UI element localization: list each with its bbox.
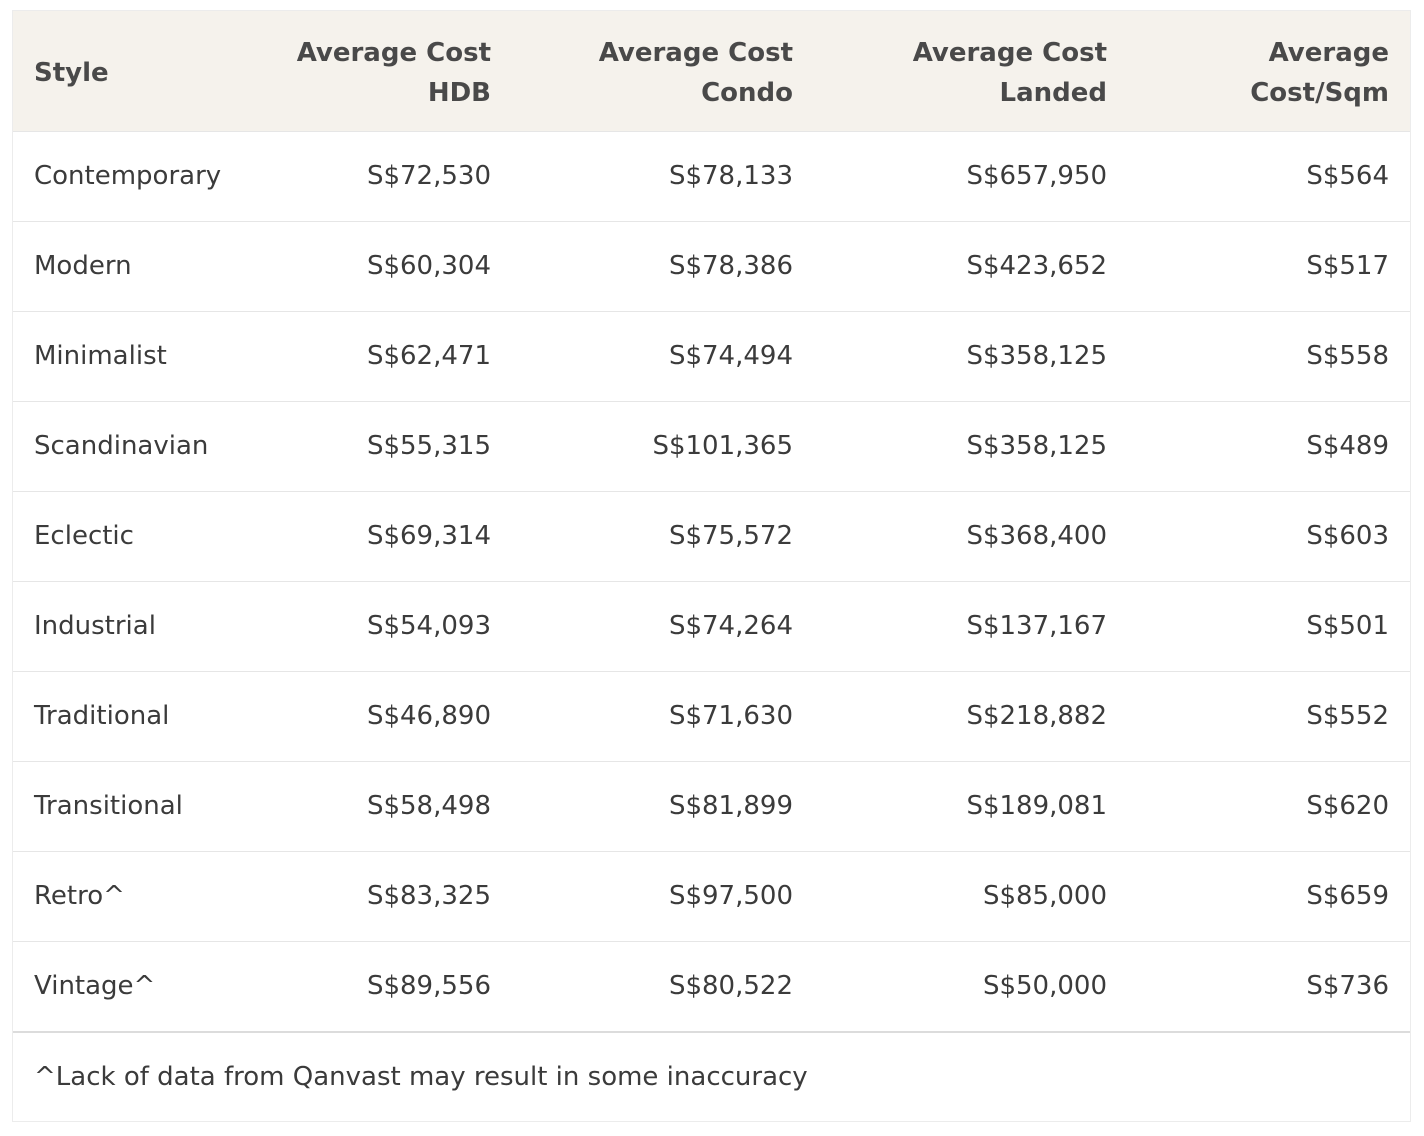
cell-condo: S$80,522: [668, 971, 793, 1001]
cell-style: Transitional: [34, 791, 183, 821]
cell-style: Eclectic: [34, 521, 134, 551]
table-header: Style Average Cost HDB Average Cost Cond…: [13, 11, 1410, 132]
cell-condo: S$97,500: [668, 881, 793, 911]
cell-condo: S$78,386: [668, 251, 793, 281]
cell-landed: S$50,000: [982, 971, 1107, 1001]
header-sqm-line1: Average: [1268, 38, 1389, 68]
cell-style: Traditional: [34, 701, 170, 731]
cell-style: Retro^: [34, 881, 125, 911]
cell-landed: S$218,882: [966, 701, 1107, 731]
cell-sqm: S$501: [1306, 611, 1389, 641]
table-row: Vintage^ S$89,556 S$80,522 S$50,000 S$736: [13, 941, 1410, 1031]
cell-condo: S$75,572: [668, 521, 793, 551]
cell-hdb: S$62,471: [366, 341, 491, 371]
cell-hdb: S$89,556: [366, 971, 491, 1001]
cost-table: Style Average Cost HDB Average Cost Cond…: [12, 10, 1411, 1122]
cell-landed: S$423,652: [966, 251, 1107, 281]
cell-hdb: S$69,314: [366, 521, 491, 551]
cell-hdb: S$55,315: [366, 431, 491, 461]
header-landed-line2: Landed: [999, 78, 1107, 108]
cell-sqm: S$517: [1306, 251, 1389, 281]
cell-landed: S$137,167: [966, 611, 1107, 641]
table-row: Retro^ S$83,325 S$97,500 S$85,000 S$659: [13, 851, 1410, 941]
cell-condo: S$71,630: [668, 701, 793, 731]
table-row: Industrial S$54,093 S$74,264 S$137,167 S$501: [13, 581, 1410, 671]
cell-style: Vintage^: [34, 971, 156, 1001]
cell-landed: S$189,081: [966, 791, 1107, 821]
cell-hdb: S$58,498: [366, 791, 491, 821]
header-hdb-line1: Average Cost: [296, 38, 491, 68]
header-condo-line2: Condo: [701, 78, 793, 108]
cell-hdb: S$46,890: [366, 701, 491, 731]
cell-sqm: S$659: [1306, 881, 1389, 911]
header-sqm-line2: Cost/Sqm: [1250, 78, 1389, 108]
cell-landed: S$368,400: [966, 521, 1107, 551]
cell-landed: S$657,950: [966, 161, 1107, 191]
cell-sqm: S$558: [1306, 341, 1389, 371]
cell-style: Modern: [34, 251, 132, 281]
cell-style: Scandinavian: [34, 431, 209, 461]
table-row: Transitional S$58,498 S$81,899 S$189,081 S$6…: [13, 761, 1410, 851]
header-condo-line1: Average Cost: [598, 38, 793, 68]
cell-hdb: S$54,093: [366, 611, 491, 641]
table-row: Scandinavian S$55,315 S$101,365 S$358,125 S$…: [13, 401, 1410, 491]
cell-style: Industrial: [34, 611, 156, 641]
header-hdb-line2: HDB: [427, 78, 491, 108]
cell-condo: S$74,264: [668, 611, 793, 641]
table-row: Eclectic S$69,314 S$75,572 S$368,400 S$603: [13, 491, 1410, 581]
cell-style: Minimalist: [34, 341, 167, 371]
cell-landed: S$85,000: [982, 881, 1107, 911]
table-row: Contemporary S$72,530 S$78,133 S$657,950 S$5…: [13, 131, 1410, 221]
header-style: Style: [34, 58, 109, 88]
cell-sqm: S$489: [1306, 431, 1389, 461]
cell-condo: S$78,133: [668, 161, 793, 191]
cell-sqm: S$620: [1306, 791, 1389, 821]
cell-landed: S$358,125: [966, 431, 1107, 461]
cell-sqm: S$564: [1306, 161, 1389, 191]
footnote-text: ^Lack of data from Qanvast may result in…: [34, 1062, 808, 1092]
cell-hdb: S$83,325: [366, 881, 491, 911]
cell-condo: S$81,899: [668, 791, 793, 821]
cell-sqm: S$603: [1306, 521, 1389, 551]
cell-hdb: S$72,530: [366, 161, 491, 191]
header-landed-line1: Average Cost: [912, 38, 1107, 68]
cell-sqm: S$552: [1306, 701, 1389, 731]
cell-landed: S$358,125: [966, 341, 1107, 371]
cell-sqm: S$736: [1306, 971, 1389, 1001]
cell-hdb: S$60,304: [366, 251, 491, 281]
cell-style: Contemporary: [34, 161, 222, 191]
table-row: Modern S$60,304 S$78,386 S$423,652 S$517: [13, 221, 1410, 311]
cell-condo: S$74,494: [668, 341, 793, 371]
cell-condo: S$101,365: [652, 431, 793, 461]
table-row: Traditional S$46,890 S$71,630 S$218,882 S$55…: [13, 671, 1410, 761]
footnote-row: ^Lack of data from Qanvast may result in…: [13, 1031, 1410, 1121]
table-row: Minimalist S$62,471 S$74,494 S$358,125 S$558: [13, 311, 1410, 401]
